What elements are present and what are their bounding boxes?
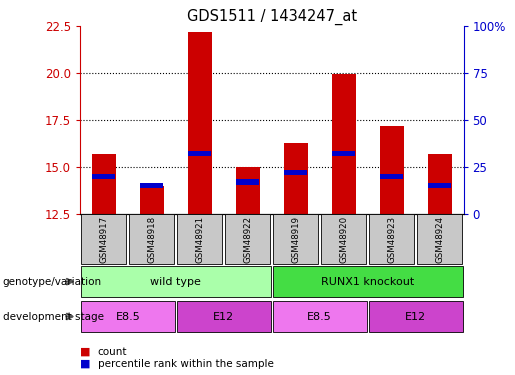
Bar xyxy=(380,126,404,214)
Text: GSM48919: GSM48919 xyxy=(291,216,300,262)
Bar xyxy=(188,32,212,214)
Bar xyxy=(177,214,222,264)
Text: development stage: development stage xyxy=(3,312,104,321)
Bar xyxy=(428,183,451,188)
Text: E12: E12 xyxy=(405,312,426,321)
Bar xyxy=(332,151,355,156)
Text: GSM48923: GSM48923 xyxy=(387,216,396,262)
Text: genotype/variation: genotype/variation xyxy=(3,277,101,286)
Text: RUNX1 knockout: RUNX1 knockout xyxy=(321,277,414,286)
Text: GSM48920: GSM48920 xyxy=(339,216,348,262)
Bar xyxy=(140,186,164,214)
Bar xyxy=(92,174,115,179)
Bar xyxy=(369,214,414,264)
Bar xyxy=(417,214,462,264)
Bar xyxy=(129,214,174,264)
Bar xyxy=(332,74,355,214)
Text: ■: ■ xyxy=(80,347,90,357)
Bar xyxy=(321,214,366,264)
Text: E12: E12 xyxy=(213,312,234,321)
Bar xyxy=(188,151,211,156)
Text: GSM48918: GSM48918 xyxy=(147,216,156,262)
Bar xyxy=(92,154,116,214)
Title: GDS1511 / 1434247_at: GDS1511 / 1434247_at xyxy=(186,9,357,25)
Text: GSM48922: GSM48922 xyxy=(243,216,252,262)
Bar xyxy=(81,266,271,297)
Text: GSM48924: GSM48924 xyxy=(435,216,444,262)
Bar xyxy=(272,301,367,332)
Bar xyxy=(236,179,259,184)
Bar xyxy=(380,174,403,179)
Text: percentile rank within the sample: percentile rank within the sample xyxy=(98,359,274,369)
Bar xyxy=(177,301,271,332)
Text: ■: ■ xyxy=(80,359,90,369)
Bar xyxy=(141,183,163,188)
Bar xyxy=(81,301,175,332)
Text: GSM48917: GSM48917 xyxy=(99,216,108,262)
Bar xyxy=(427,154,452,214)
Bar xyxy=(369,301,462,332)
Text: wild type: wild type xyxy=(150,277,201,286)
Text: count: count xyxy=(98,347,127,357)
Text: E8.5: E8.5 xyxy=(115,312,140,321)
Text: E8.5: E8.5 xyxy=(307,312,332,321)
Bar xyxy=(284,170,307,175)
Bar xyxy=(273,214,318,264)
Bar xyxy=(284,142,307,214)
Bar xyxy=(272,266,462,297)
Bar xyxy=(225,214,270,264)
Text: GSM48921: GSM48921 xyxy=(195,216,204,262)
Bar xyxy=(236,167,260,214)
Bar xyxy=(81,214,126,264)
